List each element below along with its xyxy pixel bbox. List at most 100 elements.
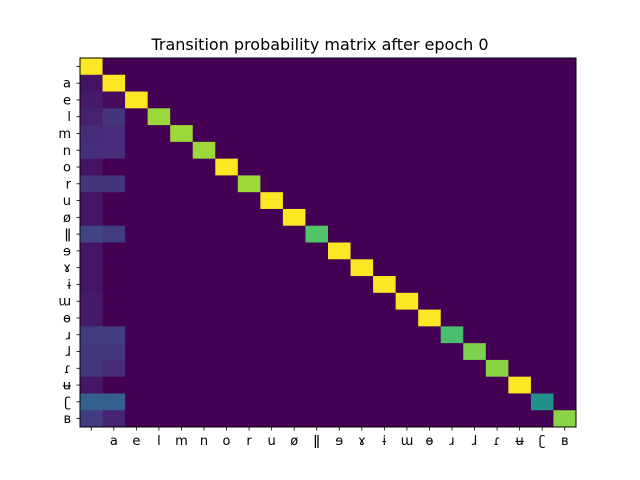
heatmap-cell <box>373 359 397 378</box>
heatmap-cell <box>147 343 171 361</box>
heatmap-cell <box>463 141 487 160</box>
heatmap-cell <box>530 276 554 294</box>
heatmap-cell <box>215 74 239 92</box>
heatmap-cell <box>508 74 532 92</box>
heatmap-cell <box>553 359 577 378</box>
y-tick-label: u <box>63 194 71 209</box>
heatmap-cell <box>508 242 532 260</box>
heatmap-cell <box>530 376 554 394</box>
heatmap-cell <box>530 108 554 126</box>
heatmap-cell <box>395 58 419 76</box>
heatmap-cell <box>260 108 284 126</box>
heatmap-cell <box>373 225 397 243</box>
heatmap-cell <box>170 410 194 428</box>
heatmap-cell <box>192 91 216 109</box>
y-tick-label: ɹ <box>66 328 71 343</box>
heatmap-cell <box>282 309 306 327</box>
heatmap-cell <box>463 108 487 126</box>
heatmap-cell <box>418 242 442 260</box>
y-tick-label: ɵ <box>63 311 71 326</box>
heatmap-cell <box>125 242 149 260</box>
heatmap-cell <box>485 225 509 243</box>
heatmap-cell <box>530 208 554 227</box>
heatmap-cell <box>553 326 577 344</box>
heatmap-cell <box>147 410 171 428</box>
heatmap-cell <box>260 393 284 411</box>
heatmap-cell <box>192 192 216 210</box>
heatmap-cell <box>215 309 239 327</box>
heatmap-cell <box>418 393 442 411</box>
heatmap-cell <box>553 192 577 210</box>
heatmap-cell <box>260 410 284 428</box>
heatmap-cell <box>328 410 351 428</box>
heatmap-cell <box>305 141 329 160</box>
heatmap-cell <box>80 393 103 411</box>
y-tick-label: a <box>63 77 71 92</box>
heatmap-cell <box>237 292 261 310</box>
heatmap-cell <box>508 125 532 143</box>
heatmap-cell <box>508 410 532 428</box>
heatmap-cell <box>463 91 487 109</box>
heatmap-cell <box>260 343 284 361</box>
heatmap-cell <box>508 359 532 378</box>
heatmap-cell <box>418 343 442 361</box>
x-tick-label: e <box>132 434 140 449</box>
heatmap-cell <box>305 410 329 428</box>
heatmap-cell <box>282 141 306 160</box>
heatmap-cell <box>553 225 577 243</box>
heatmap-cell <box>237 309 261 327</box>
heatmap-cell <box>418 292 442 310</box>
heatmap-cell <box>463 276 487 294</box>
heatmap-cell <box>328 125 351 143</box>
heatmap-cell <box>305 225 329 243</box>
heatmap-cell <box>373 192 397 210</box>
heatmap-cell <box>147 292 171 310</box>
heatmap-cell <box>305 74 329 92</box>
heatmap-cell <box>237 175 261 193</box>
heatmap-cell <box>192 359 216 378</box>
heatmap-cell <box>282 276 306 294</box>
heatmap-cell <box>350 58 374 76</box>
heatmap-cell <box>282 259 306 277</box>
y-tick-label: m <box>58 127 71 142</box>
heatmap-cell <box>102 343 126 361</box>
heatmap-cell <box>350 141 374 160</box>
heatmap-cell <box>170 343 194 361</box>
heatmap-cell <box>395 276 419 294</box>
heatmap-cell <box>305 376 329 394</box>
heatmap-cell <box>170 192 194 210</box>
heatmap-cell <box>305 292 329 310</box>
heatmap-cell <box>553 158 577 176</box>
heatmap-cell <box>418 410 442 428</box>
heatmap-cell <box>282 208 306 227</box>
heatmap-cell <box>80 175 103 193</box>
heatmap-cell <box>305 58 329 76</box>
heatmap-cell <box>102 259 126 277</box>
heatmap-cell <box>508 309 532 327</box>
heatmap-cell <box>305 91 329 109</box>
heatmap-cell <box>350 91 374 109</box>
heatmap-cell <box>260 158 284 176</box>
heatmap-cell <box>463 393 487 411</box>
heatmap-cell <box>350 74 374 92</box>
heatmap-cell <box>80 410 103 428</box>
plot-frame <box>79 57 577 428</box>
heatmap-cell <box>373 74 397 92</box>
heatmap-cell <box>395 259 419 277</box>
heatmap-cell <box>350 343 374 361</box>
heatmap-cell <box>102 58 126 76</box>
heatmap-cell <box>418 208 442 227</box>
heatmap-cell <box>80 343 103 361</box>
heatmap-cell <box>192 125 216 143</box>
heatmap-cell <box>530 410 554 428</box>
heatmap-cell <box>350 376 374 394</box>
y-tick-label: ɤ <box>63 261 71 276</box>
heatmap-cell <box>215 359 239 378</box>
heatmap-cell <box>440 192 464 210</box>
heatmap-cell <box>170 259 194 277</box>
y-tick-label: e <box>63 93 71 108</box>
heatmap-cell <box>102 141 126 160</box>
heatmap-cell <box>237 225 261 243</box>
heatmap-cell <box>530 158 554 176</box>
heatmap-cell <box>530 175 554 193</box>
